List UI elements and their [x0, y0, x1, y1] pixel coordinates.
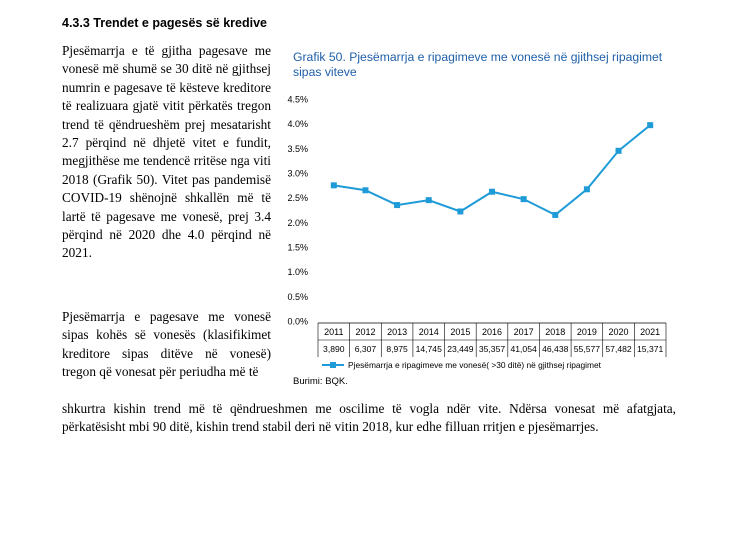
- data-point: [489, 188, 495, 195]
- y-tick-label: 1.0%: [287, 267, 308, 277]
- y-tick-label: 0.5%: [287, 292, 308, 302]
- y-tick-label: 4.5%: [287, 95, 308, 105]
- y-tick-label: 4.0%: [287, 119, 308, 129]
- data-point: [615, 147, 622, 154]
- legend-square-marker: [330, 362, 336, 368]
- x-category-label: 2021: [640, 327, 660, 337]
- x-category-label: 2017: [514, 327, 534, 337]
- data-point: [394, 202, 401, 209]
- series-group: [330, 122, 654, 218]
- y-tick-label: 2.5%: [287, 193, 308, 203]
- data-point: [457, 208, 464, 215]
- y-axis: 0.0% 0.5% 1.0% 1.5% 2.0% 2.5% 3.0% 3.5% 4.0% 4.5%: [287, 95, 308, 327]
- table-count-cell: 14,745: [416, 344, 443, 354]
- y-tick-label: 2.0%: [287, 218, 308, 228]
- x-category-label: 2014: [419, 327, 439, 337]
- x-category-label: 2011: [324, 327, 343, 337]
- paragraph-delay-end: shkurtra kishin trend më të qëndrueshmen…: [62, 401, 676, 435]
- chart-source: Burimi: BQK.: [293, 376, 348, 387]
- table-count-cell: 57,482: [605, 344, 632, 354]
- x-category-label: 2013: [387, 327, 407, 337]
- table-count-cell: 41,054: [510, 344, 537, 354]
- series-line: [333, 124, 651, 217]
- y-tick-label: 3.0%: [287, 169, 308, 179]
- x-category-label: 2019: [577, 327, 597, 337]
- table-count-cell: 46,438: [542, 344, 569, 354]
- y-tick-label: 1.5%: [287, 243, 308, 253]
- data-point: [362, 187, 369, 194]
- chart-title: Grafik 50. Pjesëmarrja e ripagimeve me v…: [293, 50, 663, 79]
- legend-label: Pjesëmarrja e ripagimeve me vonesë( >30 …: [348, 360, 602, 370]
- data-point: [552, 211, 559, 218]
- x-category-label: 2016: [482, 327, 502, 337]
- x-category-label: 2018: [545, 327, 565, 337]
- data-point: [520, 196, 527, 203]
- table-count-cell: 55,577: [574, 344, 601, 354]
- data-point: [647, 122, 654, 129]
- paragraph-delay-start: Pjesëmarrja e pagesave me vonesë sipas k…: [62, 309, 271, 380]
- data-point: [425, 197, 432, 204]
- x-category-label: 2020: [609, 327, 629, 337]
- category-table: 2011 3,890 2012 6,307 2013 8,975 2014 14,745 201…: [317, 322, 667, 357]
- table-count-cell: 35,357: [479, 344, 506, 354]
- table-count-cell: 15,371: [637, 344, 664, 354]
- y-tick-label: 3.5%: [287, 144, 308, 154]
- x-category-label: 2015: [450, 327, 470, 337]
- table-count-cell: 6,307: [355, 344, 377, 354]
- data-point: [330, 182, 337, 189]
- data-point: [583, 186, 590, 193]
- paragraph-intro: Pjesëmarrja e të gjitha pagesave me vone…: [62, 43, 271, 261]
- table-count-cell: 8,975: [386, 344, 408, 354]
- table-count-cell: 3,890: [323, 344, 345, 354]
- section-heading: 4.3.3 Trendet e pagesës së kredive: [62, 16, 267, 30]
- x-category-label: 2012: [355, 327, 375, 337]
- legend: Pjesëmarrja e ripagimeve me vonesë( >30 …: [322, 360, 602, 370]
- y-tick-label: 0.0%: [287, 317, 308, 327]
- table-count-cell: 23,449: [447, 344, 474, 354]
